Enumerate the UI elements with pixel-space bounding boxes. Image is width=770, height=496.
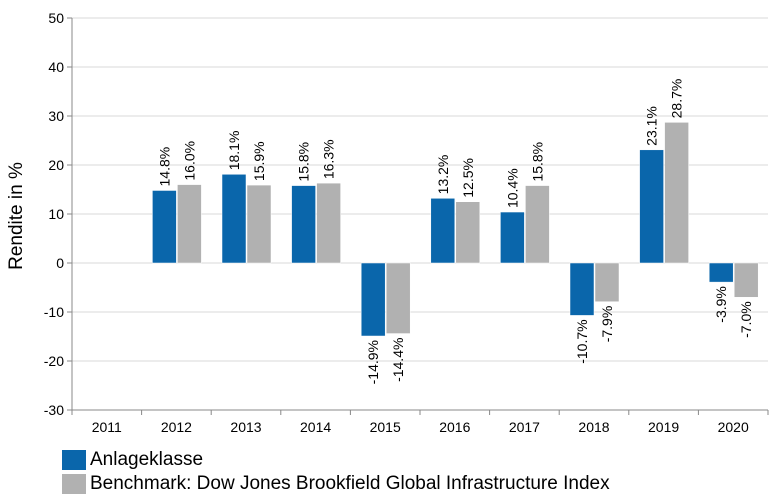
data-label: 16.0% <box>181 141 197 181</box>
data-label: 10.4% <box>504 168 520 208</box>
bars <box>152 122 759 337</box>
bar-anlageklasse <box>639 149 664 264</box>
data-label: -14.4% <box>390 338 406 382</box>
y-tick-label: -20 <box>44 353 64 369</box>
data-label: 16.3% <box>321 139 337 179</box>
data-label: 15.9% <box>251 141 267 181</box>
bar-anlageklasse <box>500 211 525 264</box>
bar-benchmark <box>664 122 689 264</box>
bar-anlageklasse <box>221 174 247 264</box>
bar-benchmark <box>177 184 202 264</box>
x-tick-label: 2013 <box>230 419 261 435</box>
bar-benchmark <box>455 201 481 264</box>
data-label: 18.1% <box>226 131 242 171</box>
bar-anlageklasse <box>430 198 456 264</box>
bar-benchmark <box>594 262 620 302</box>
y-tick-label: -10 <box>44 304 64 320</box>
y-tick-label: 10 <box>48 206 64 222</box>
bar-benchmark <box>246 184 272 264</box>
legend-item-anlageklasse: Anlageklasse <box>62 448 610 472</box>
x-tick-label: 2017 <box>509 419 540 435</box>
y-tick-label: 40 <box>48 59 64 75</box>
x-tick-label: 2020 <box>718 419 749 435</box>
data-label: 28.7% <box>669 79 685 119</box>
legend-label-benchmark: Benchmark: Dow Jones Brookfield Global I… <box>90 473 610 494</box>
data-label: -7.9% <box>599 306 615 343</box>
data-label: -14.9% <box>365 340 381 384</box>
bar-anlageklasse <box>569 262 595 316</box>
bar-anlageklasse <box>708 262 734 283</box>
bar-benchmark <box>385 262 411 334</box>
x-tick-label: 2018 <box>578 419 609 435</box>
legend-swatch-anlageklasse <box>62 450 86 470</box>
data-label: 14.8% <box>156 147 172 187</box>
x-tick-label: 2015 <box>370 419 401 435</box>
y-tick-label: 0 <box>56 255 64 271</box>
legend-label-anlageklasse: Anlageklasse <box>90 449 204 470</box>
x-tick-label: 2012 <box>161 419 192 435</box>
data-labels: 14.8% 18.1% 15.8% -14.9% 13.2% 10.4% -10.7% 23.… <box>156 79 754 385</box>
data-label: 12.5% <box>460 158 476 198</box>
data-label: 15.8% <box>296 142 312 182</box>
legend: Anlageklasse Benchmark: Dow Jones Brookf… <box>62 448 610 496</box>
x-tick-label: 2016 <box>439 419 470 435</box>
data-label: 15.8% <box>529 142 545 182</box>
y-tick-label: 50 <box>48 10 64 26</box>
bar-chart: -30 -20 -10 0 10 20 30 40 50 2011 2012 2013 2014 2015… <box>6 10 769 435</box>
legend-swatch-benchmark <box>62 474 86 494</box>
data-label: 13.2% <box>435 155 451 195</box>
bar-benchmark <box>525 185 550 264</box>
x-tick-label: 2011 <box>92 419 122 435</box>
y-axis-label: Rendite in % <box>6 162 27 270</box>
y-tick-label: 20 <box>48 157 64 173</box>
y-tick-label: -30 <box>44 402 64 418</box>
data-label: 23.1% <box>644 106 660 146</box>
bar-benchmark <box>733 262 759 298</box>
x-tick-label: 2014 <box>300 419 331 435</box>
data-label: -3.9% <box>713 286 729 323</box>
bar-anlageklasse <box>152 190 177 264</box>
bar-anlageklasse <box>360 262 386 337</box>
data-label: -7.0% <box>738 301 754 338</box>
axes: -30 -20 -10 0 10 20 30 40 50 2011 2012 2013 2014 2015… <box>44 10 769 435</box>
data-label: -10.7% <box>574 319 590 363</box>
bar-benchmark <box>316 182 341 264</box>
y-tick-label: 30 <box>48 108 64 124</box>
bar-anlageklasse <box>291 185 316 264</box>
x-tick-label: 2019 <box>648 419 679 435</box>
legend-item-benchmark: Benchmark: Dow Jones Brookfield Global I… <box>62 472 610 496</box>
